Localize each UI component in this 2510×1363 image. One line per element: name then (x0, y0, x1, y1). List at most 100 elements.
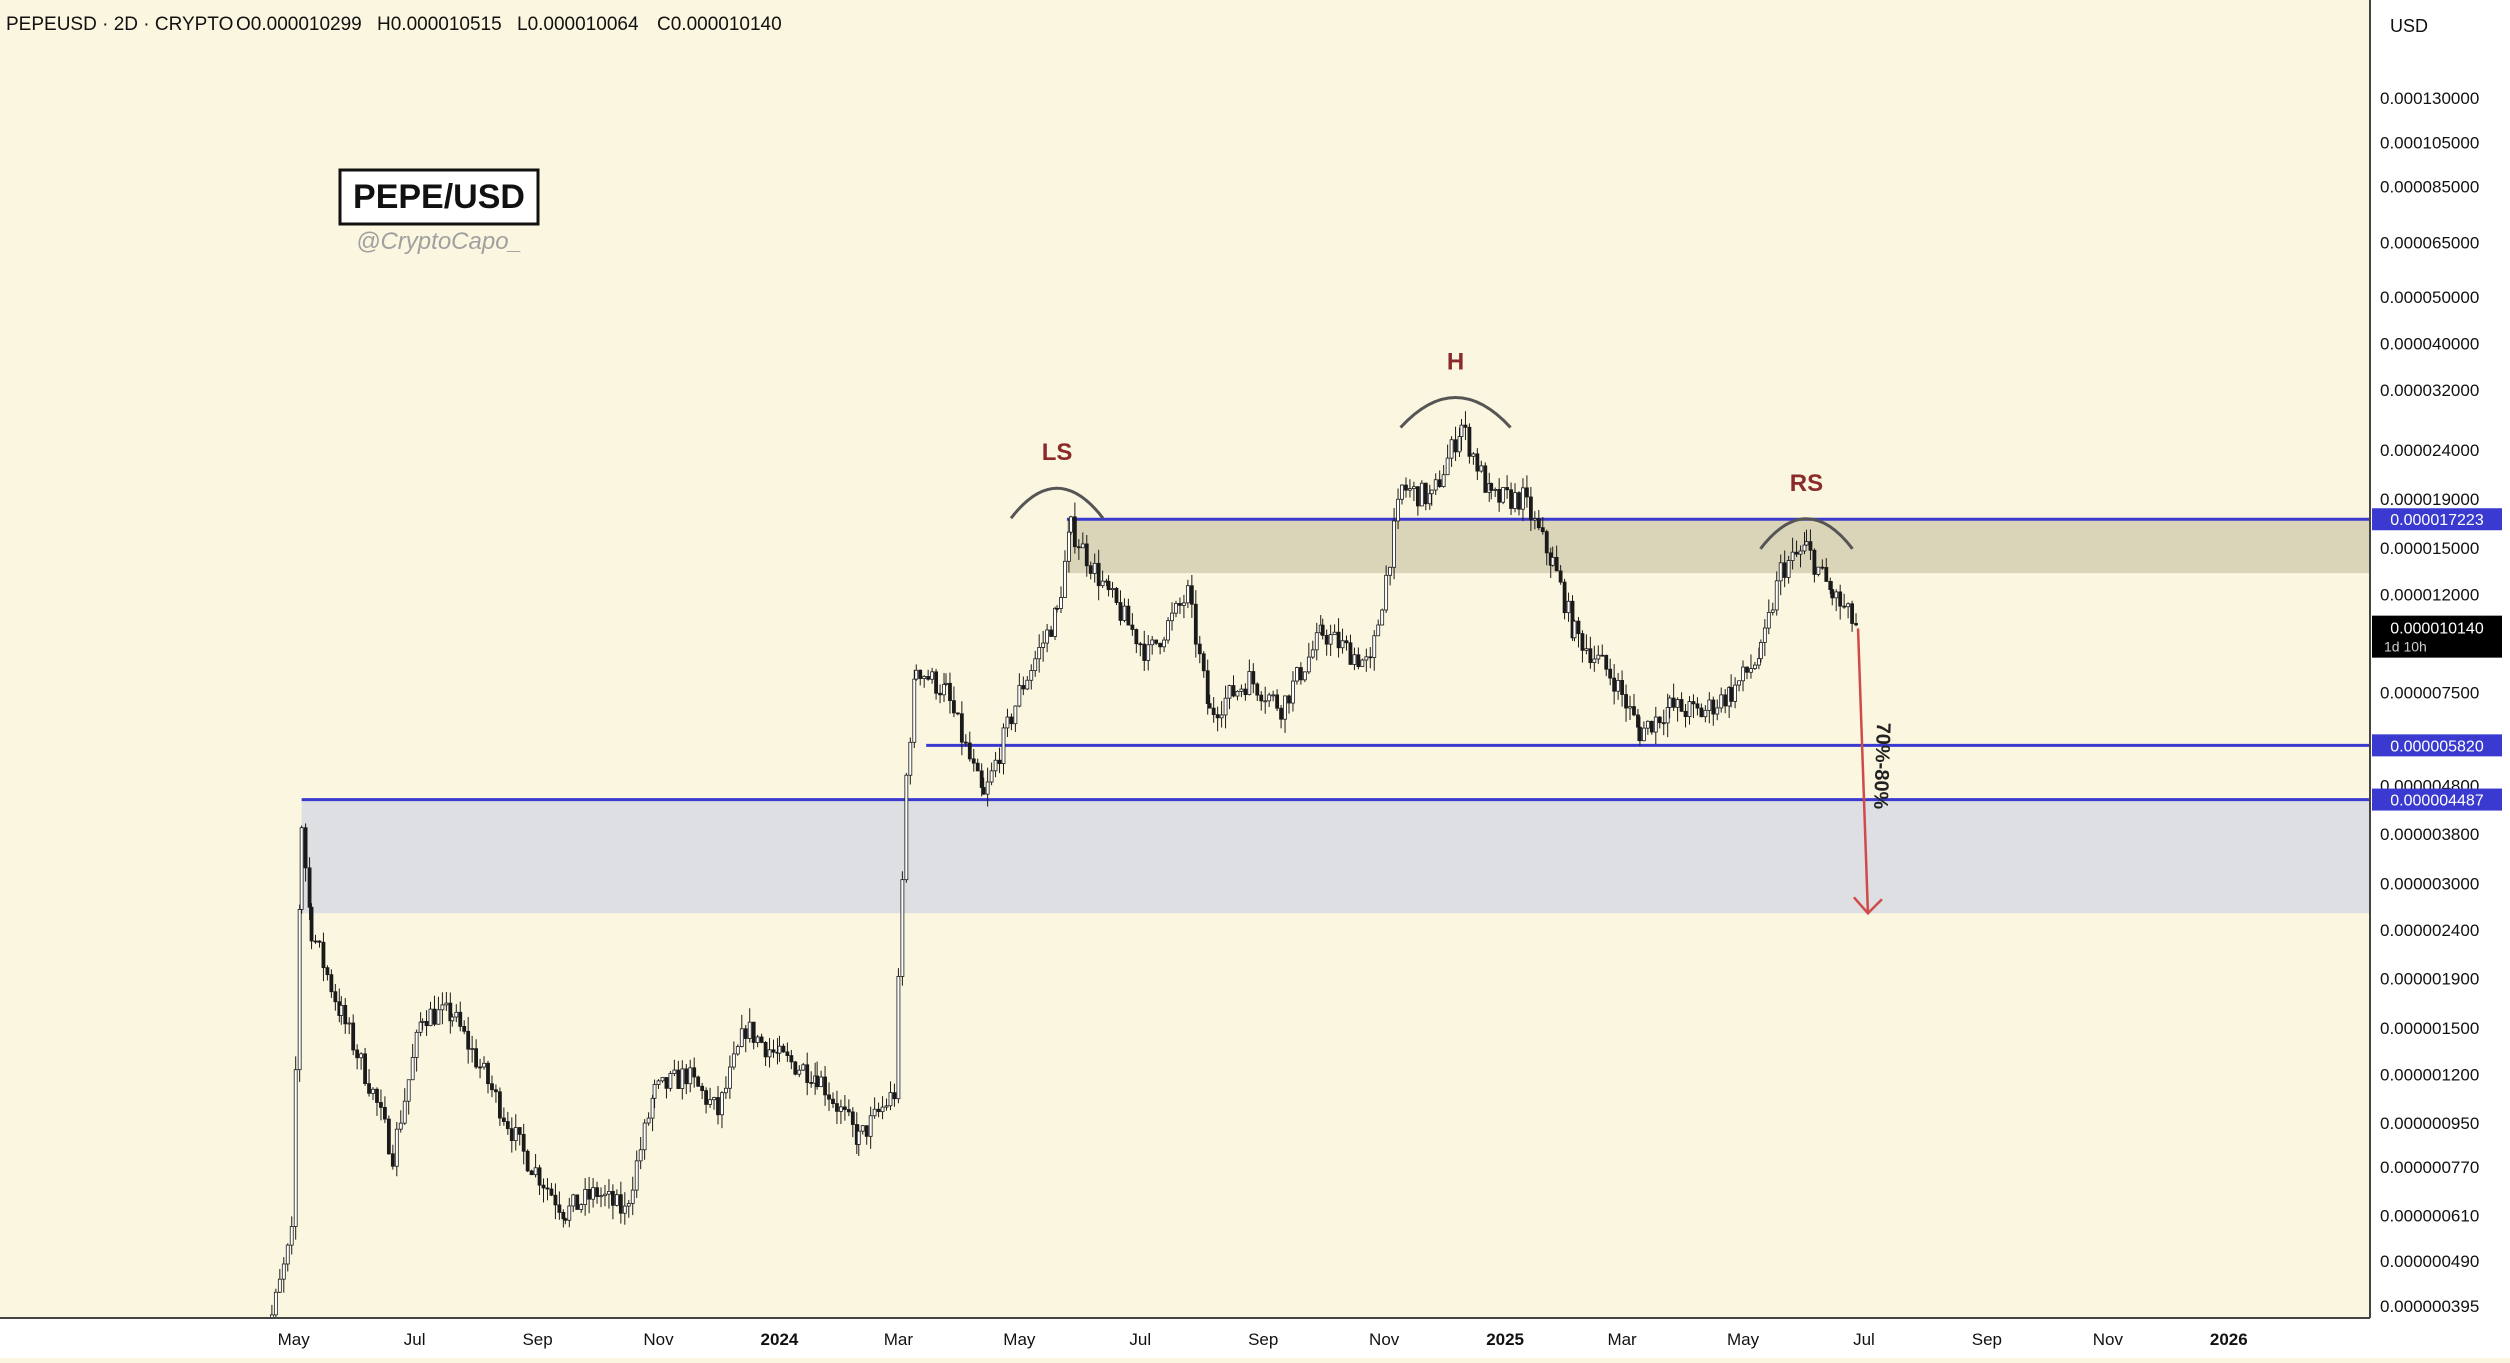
candle (494, 1084, 498, 1103)
candle (1025, 676, 1030, 691)
candle (618, 1181, 623, 1224)
candle-body (1641, 727, 1646, 742)
y-tick-label: 0.000019000 (2380, 490, 2479, 509)
candle (1653, 706, 1658, 745)
candle (985, 767, 990, 807)
candle-body (595, 1187, 599, 1197)
candle-body (1834, 591, 1839, 599)
candle-body (904, 774, 909, 881)
candle (325, 965, 330, 981)
candle (444, 991, 449, 1012)
time-axis[interactable] (0, 1318, 2510, 1358)
candle-body (1812, 549, 1817, 575)
candle-body (1013, 705, 1018, 725)
x-tick-label: Mar (1607, 1330, 1637, 1349)
candle (1588, 636, 1593, 669)
candle-body (545, 1187, 550, 1190)
candle-body (1033, 658, 1038, 671)
y-tick-label: 0.000012000 (2380, 586, 2479, 605)
y-tick-label: 0.000015000 (2380, 539, 2479, 558)
currency-label[interactable]: USD (2390, 16, 2428, 36)
candle (1001, 723, 1006, 775)
candle (1624, 684, 1628, 722)
y-tick-label: 0.000000490 (2380, 1252, 2479, 1271)
candle (1471, 452, 1476, 465)
candle (696, 1075, 701, 1087)
candle (676, 1060, 681, 1089)
candle-body (1798, 550, 1803, 555)
candle (1475, 448, 1480, 480)
candle-body (386, 1118, 391, 1155)
candle-body (440, 1004, 445, 1011)
candle (880, 1096, 885, 1120)
candle (1671, 683, 1676, 711)
candle-body (823, 1076, 827, 1096)
candle (1441, 465, 1446, 488)
candle-body (1275, 694, 1280, 709)
candle-body (664, 1077, 669, 1089)
candle (930, 667, 935, 684)
candle (313, 934, 318, 944)
candle (739, 1014, 744, 1048)
candle-body (1227, 685, 1232, 699)
candle-body (575, 1194, 580, 1210)
candle (505, 1111, 510, 1135)
candle-body (1005, 716, 1010, 729)
x-tick-label: Jul (404, 1330, 426, 1349)
candle-body (1475, 453, 1480, 472)
candle (1423, 482, 1428, 511)
candle-body (1612, 677, 1617, 692)
candle (1612, 664, 1617, 705)
candle (1576, 617, 1581, 648)
candle-body (1576, 620, 1581, 635)
candle-body (587, 1189, 592, 1200)
candle (793, 1060, 798, 1076)
candle-body (688, 1067, 693, 1085)
candle (724, 1076, 728, 1099)
candle (537, 1164, 542, 1195)
candle-body (1114, 588, 1119, 603)
candle (1045, 624, 1050, 653)
ohlc-high: H0.000010515 (377, 14, 502, 35)
candle (414, 1029, 419, 1072)
candle (1540, 517, 1545, 535)
candle-body (1080, 543, 1085, 549)
candle-body (418, 1021, 423, 1033)
candle (517, 1127, 522, 1146)
candle-body (313, 940, 318, 943)
candle-body (1719, 694, 1724, 709)
x-tick-label: Jul (1853, 1330, 1875, 1349)
candle (281, 1257, 286, 1293)
candle-body (1267, 694, 1272, 702)
watermark-title: PEPE/USD (353, 178, 525, 216)
candle-body (1604, 654, 1609, 670)
candle (809, 1071, 814, 1088)
candle-body (410, 1057, 415, 1081)
candle (967, 731, 972, 762)
candle (1021, 676, 1026, 696)
candle (470, 1035, 475, 1063)
candle (1306, 642, 1311, 675)
candle (394, 1122, 399, 1177)
price-axis[interactable] (2370, 0, 2510, 1318)
candle (1645, 720, 1650, 735)
price-line-tag (2372, 788, 2502, 811)
candle (1055, 605, 1059, 613)
candle-body (831, 1098, 835, 1104)
candle (1483, 462, 1488, 494)
candle-body (521, 1133, 526, 1152)
candle-body (971, 758, 976, 764)
candle-body (1368, 656, 1373, 659)
candle-body (618, 1194, 623, 1214)
symbol-info[interactable]: PEPEUSD · 2D · CRYPTO (6, 14, 233, 35)
candle (482, 1056, 486, 1070)
price-line-tag-text: 0.000017223 (2390, 512, 2484, 529)
candle-body (1336, 631, 1341, 649)
candle (557, 1191, 562, 1220)
candle (864, 1125, 869, 1145)
candle (900, 871, 905, 986)
candle (801, 1062, 806, 1071)
candle (1263, 686, 1268, 714)
